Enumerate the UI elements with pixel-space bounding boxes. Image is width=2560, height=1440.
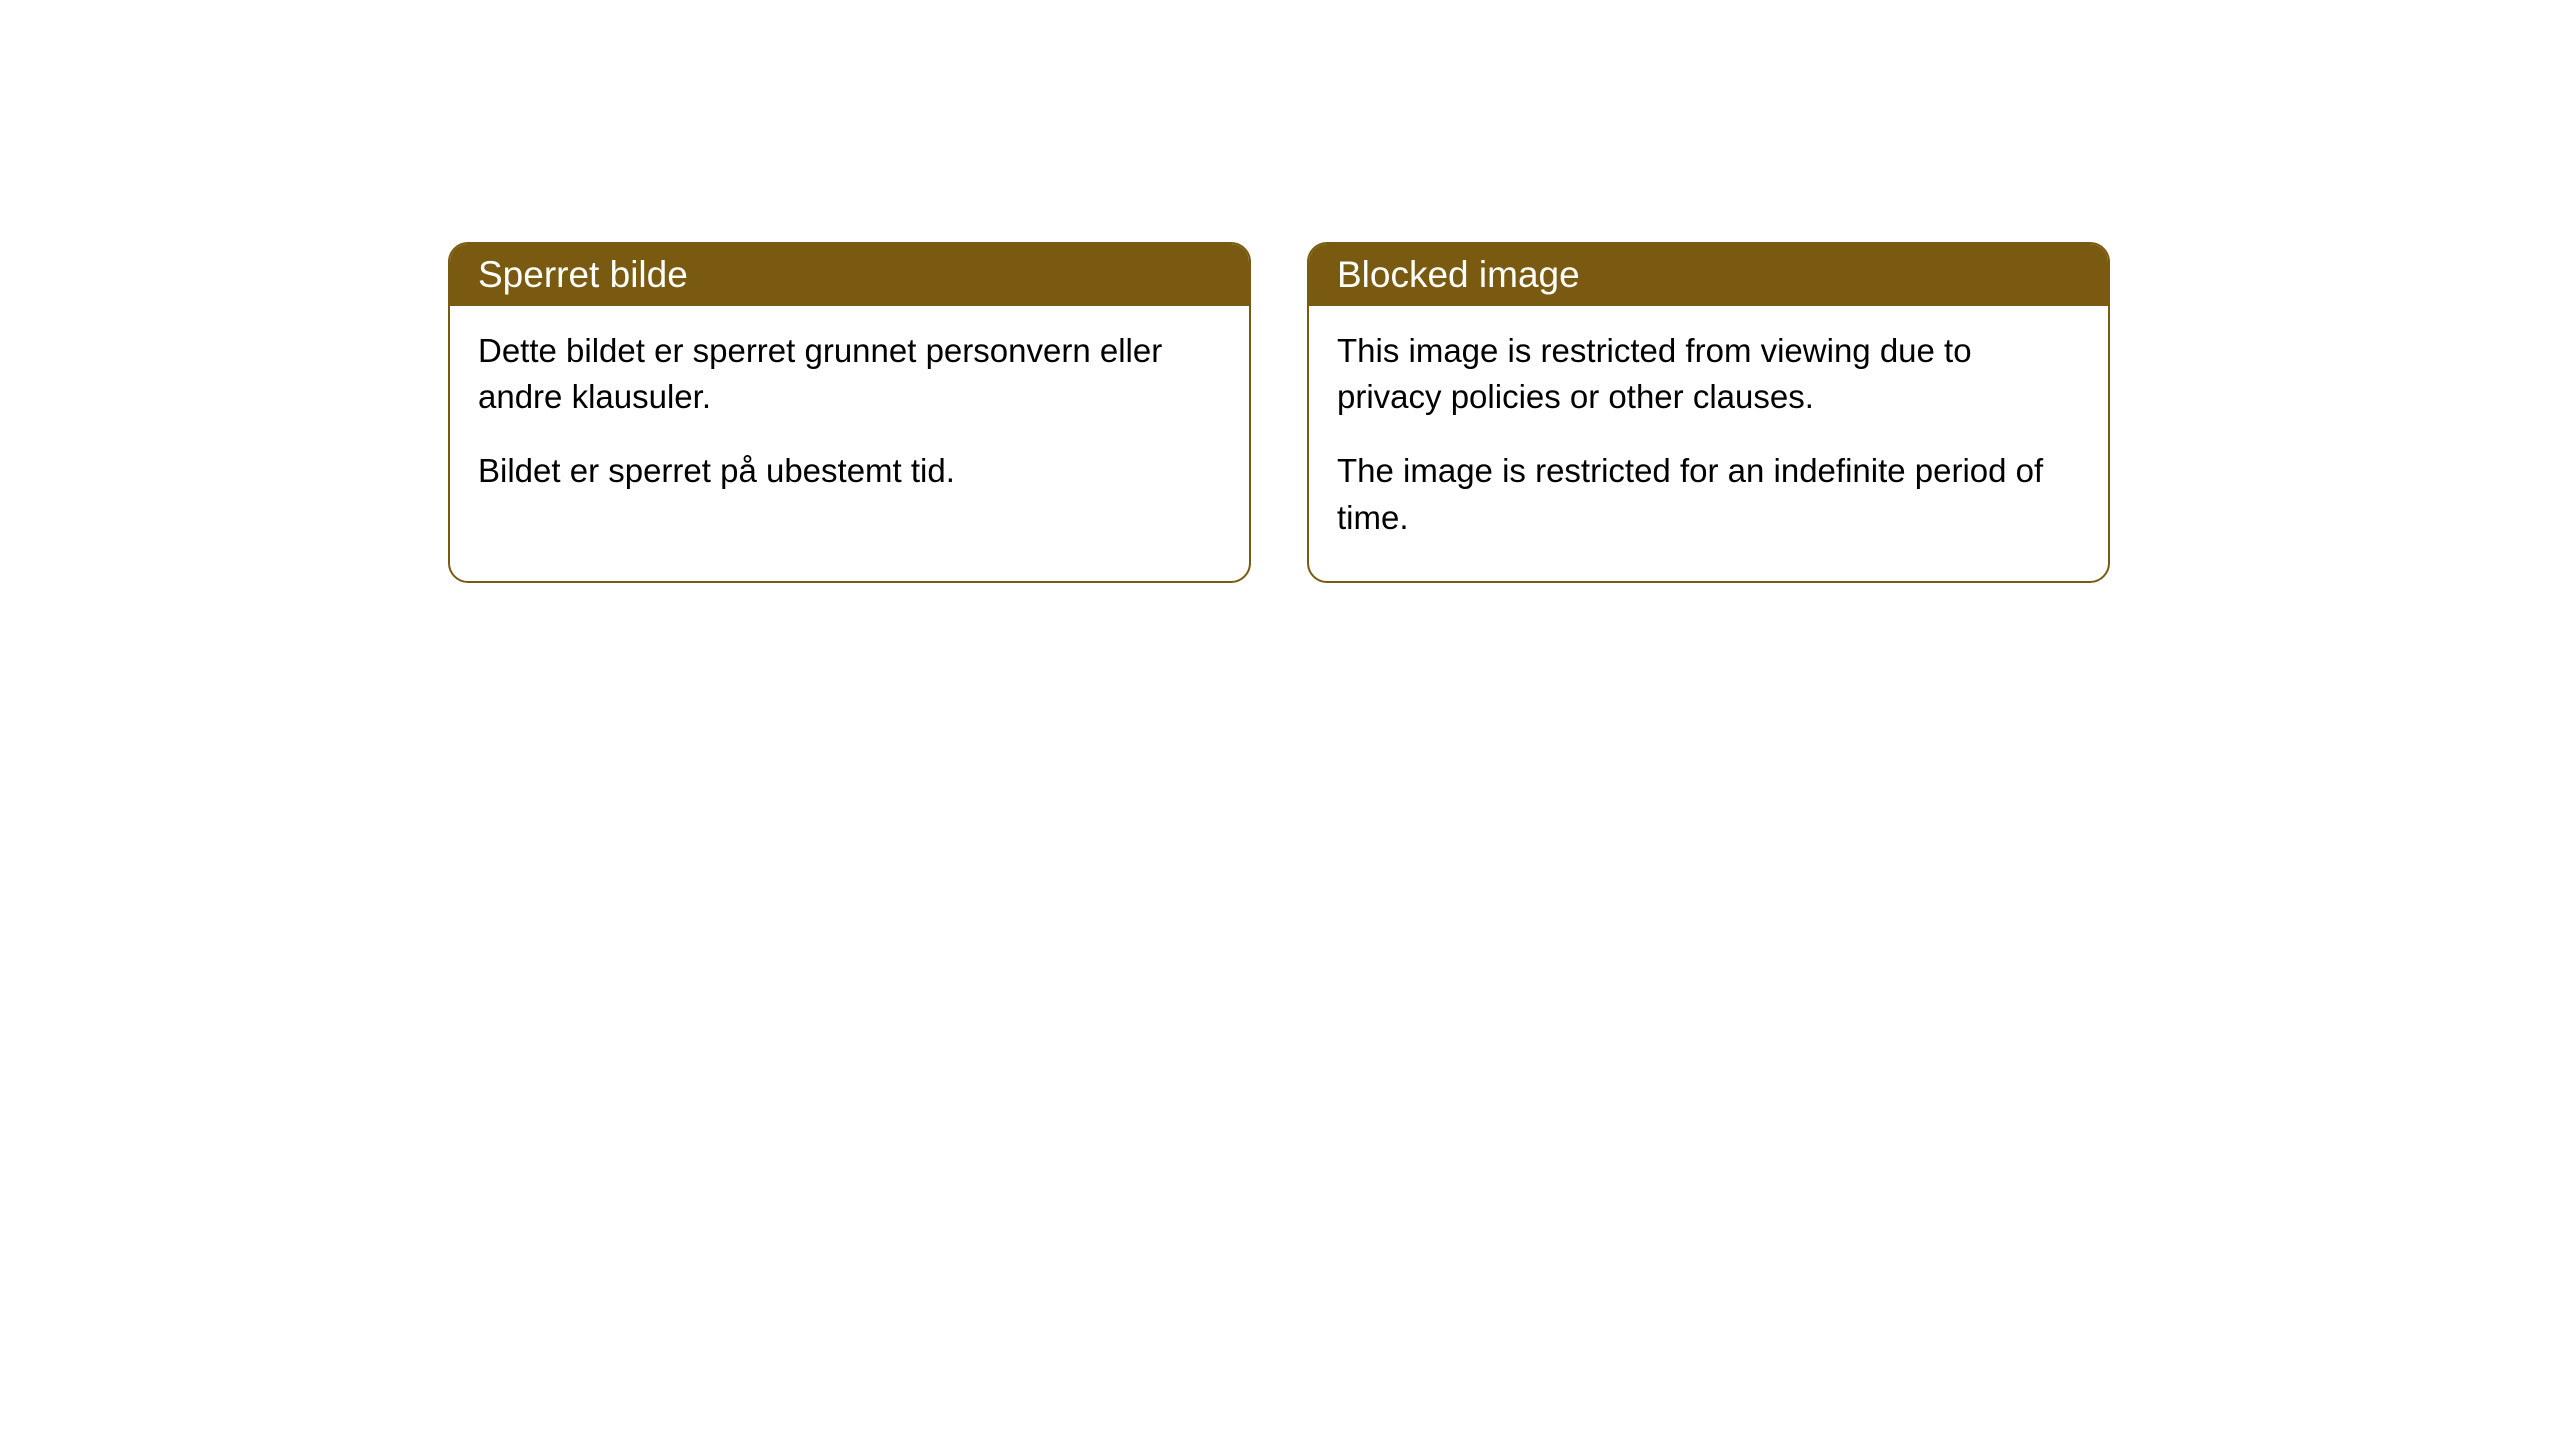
notice-card-english: Blocked image This image is restricted f… xyxy=(1307,242,2110,583)
notice-container: Sperret bilde Dette bildet er sperret gr… xyxy=(448,242,2560,583)
card-paragraph: This image is restricted from viewing du… xyxy=(1337,328,2080,420)
notice-card-norwegian: Sperret bilde Dette bildet er sperret gr… xyxy=(448,242,1251,583)
card-paragraph: Bildet er sperret på ubestemt tid. xyxy=(478,448,1221,494)
card-paragraph: The image is restricted for an indefinit… xyxy=(1337,448,2080,540)
card-header: Blocked image xyxy=(1309,244,2108,306)
card-body: Dette bildet er sperret grunnet personve… xyxy=(450,306,1249,535)
card-title: Blocked image xyxy=(1337,254,1580,295)
card-header: Sperret bilde xyxy=(450,244,1249,306)
card-title: Sperret bilde xyxy=(478,254,688,295)
card-body: This image is restricted from viewing du… xyxy=(1309,306,2108,581)
card-paragraph: Dette bildet er sperret grunnet personve… xyxy=(478,328,1221,420)
